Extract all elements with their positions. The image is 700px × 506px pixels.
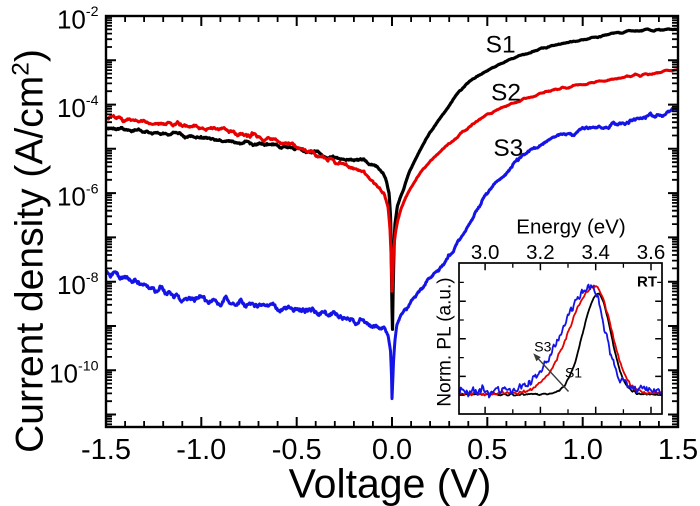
svg-text:Voltage (V): Voltage (V) (289, 461, 492, 506)
svg-text:S1: S1 (565, 365, 582, 381)
svg-text:S2: S2 (491, 80, 521, 107)
svg-text:10-10: 10-10 (49, 358, 99, 388)
svg-text:Norm. PL (a.u.): Norm. PL (a.u.) (435, 277, 456, 406)
svg-text:0.0: 0.0 (372, 434, 412, 466)
svg-text:RT: RT (637, 274, 657, 291)
svg-text:1.0: 1.0 (563, 434, 603, 466)
svg-text:3.6: 3.6 (637, 241, 666, 264)
svg-text:S1: S1 (486, 31, 516, 58)
svg-text:-0.5: -0.5 (272, 434, 322, 466)
svg-text:3.0: 3.0 (471, 241, 500, 264)
svg-text:1.5: 1.5 (658, 434, 698, 466)
svg-text:3.2: 3.2 (526, 241, 555, 264)
svg-text:0.5: 0.5 (467, 434, 507, 466)
svg-text:10-2: 10-2 (57, 4, 99, 34)
svg-text:-1.0: -1.0 (176, 434, 226, 466)
svg-text:Current density (A/cm2): Current density (A/cm2) (8, 49, 52, 453)
svg-text:Energy (eV): Energy (eV) (516, 216, 625, 239)
svg-text:-1.5: -1.5 (81, 434, 131, 466)
svg-text:S3: S3 (493, 135, 523, 162)
svg-text:S3: S3 (534, 339, 551, 355)
svg-text:3.4: 3.4 (581, 241, 610, 264)
